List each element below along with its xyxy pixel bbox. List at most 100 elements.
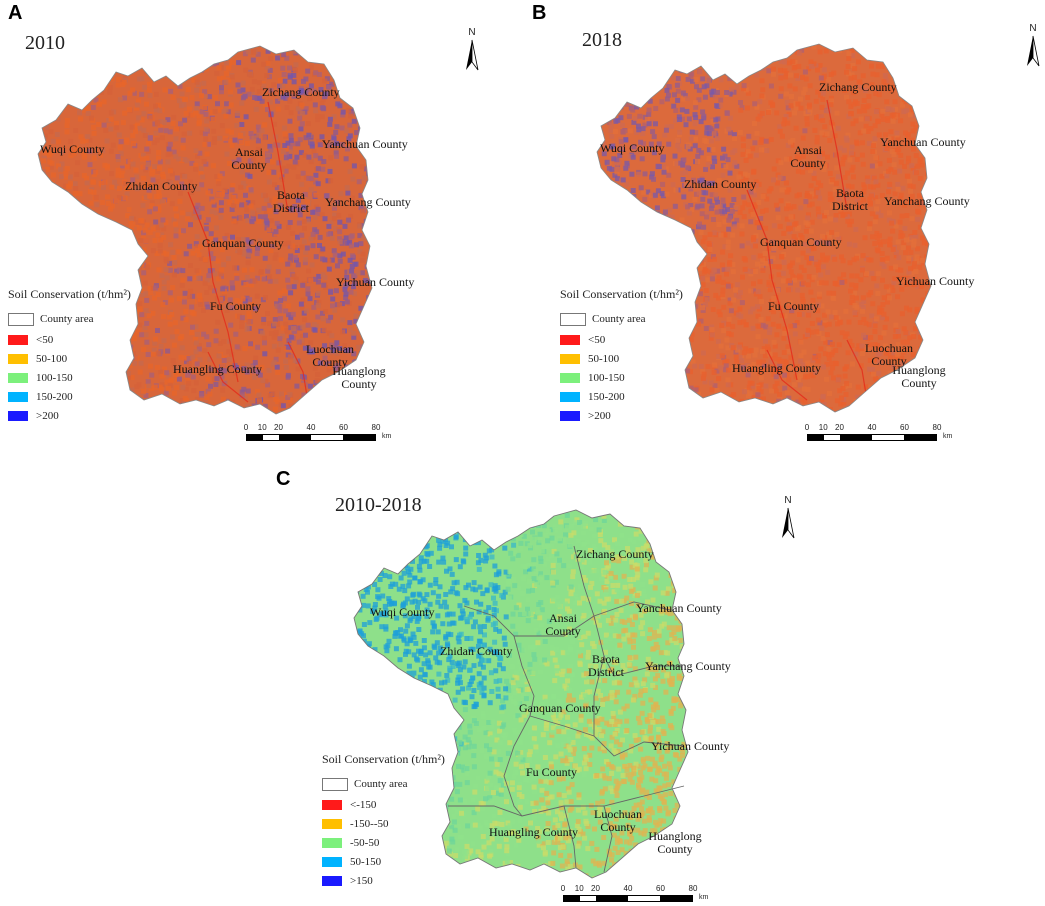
raster-cell [620,177,626,183]
raster-cell [893,359,899,365]
raster-cell [150,226,156,232]
raster-cell [736,69,742,74]
raster-cell [104,165,110,171]
raster-cell [193,324,199,330]
raster-cell [278,257,284,263]
raster-cell [720,287,726,293]
raster-cell [131,307,137,313]
raster-cell [367,256,372,262]
raster-cell [257,95,263,101]
raster-cell [213,382,219,387]
raster-cell [685,368,691,374]
raster-cell [642,171,648,177]
raster-cell [315,113,321,119]
raster-cell [106,118,112,123]
raster-cell [43,207,49,213]
raster-cell [873,155,879,161]
raster-cell [281,52,287,58]
raster-cell [735,347,741,353]
raster-cell [831,375,837,381]
raster-cell [265,61,271,66]
raster-cell [884,146,890,151]
raster-cell [692,143,698,149]
raster-cell [308,278,314,284]
raster-cell [248,157,254,163]
raster-cell [255,344,261,350]
raster-cell [664,124,670,130]
raster-cell [895,149,901,155]
raster-cell [121,68,126,74]
raster-cell [219,267,225,273]
raster-cell [300,297,306,303]
raster-cell [726,226,732,232]
raster-cell [113,198,119,204]
raster-cell [826,290,832,296]
raster-cell [315,290,321,296]
raster-cell [752,140,758,146]
raster-cell [294,383,300,389]
raster-cell [248,364,254,370]
raster-cell [831,240,837,246]
raster-cell [53,267,59,273]
raster-cell [756,199,762,205]
raster-cell [176,249,182,255]
raster-cell [170,358,176,364]
raster-cell [185,70,191,76]
raster-cell [781,44,786,46]
legend-item: 150-200 [8,387,131,406]
raster-cell [141,347,147,352]
raster-cell [718,77,724,83]
raster-cell [830,349,836,355]
raster-cell [66,272,72,278]
raster-cell [818,183,824,189]
raster-cell [151,404,157,410]
raster-cell [348,213,354,219]
raster-cell [929,407,931,412]
raster-cell [818,346,824,352]
raster-cell [226,65,231,71]
raster-cell [148,399,154,405]
raster-cell [187,294,192,300]
raster-cell [878,213,884,218]
raster-cell [138,218,144,223]
raster-cell [351,351,357,357]
raster-cell [352,78,358,84]
raster-cell [156,193,162,199]
raster-cell [287,65,292,71]
raster-cell [154,137,160,143]
raster-cell [820,118,826,123]
raster-cell [224,46,230,51]
raster-cell [711,369,717,375]
raster-cell [85,111,91,116]
raster-cell [767,287,773,293]
raster-cell [253,355,259,361]
raster-cell [360,124,365,130]
raster-cell [745,172,751,178]
raster-cell [305,68,311,74]
raster-cell [223,194,229,200]
raster-cell [703,288,709,293]
raster-cell [857,320,863,325]
raster-cell [698,260,704,266]
raster-cell [734,163,740,169]
raster-cell [144,101,149,107]
raster-cell [352,273,358,278]
raster-cell [185,87,191,93]
raster-cell [272,255,278,261]
raster-cell [912,230,918,235]
raster-cell [211,140,217,145]
raster-cell [232,265,237,271]
raster-cell [789,94,795,99]
raster-cell [252,95,258,100]
raster-cell [143,194,149,200]
raster-cell [72,181,78,187]
raster-cell [322,78,328,84]
raster-cell [889,136,895,142]
raster-cell [63,183,68,189]
raster-cell [790,260,795,266]
raster-cell [311,322,317,327]
raster-cell [283,155,289,161]
raster-cell [267,99,273,105]
raster-cell [873,54,879,60]
raster-cell [661,169,667,175]
